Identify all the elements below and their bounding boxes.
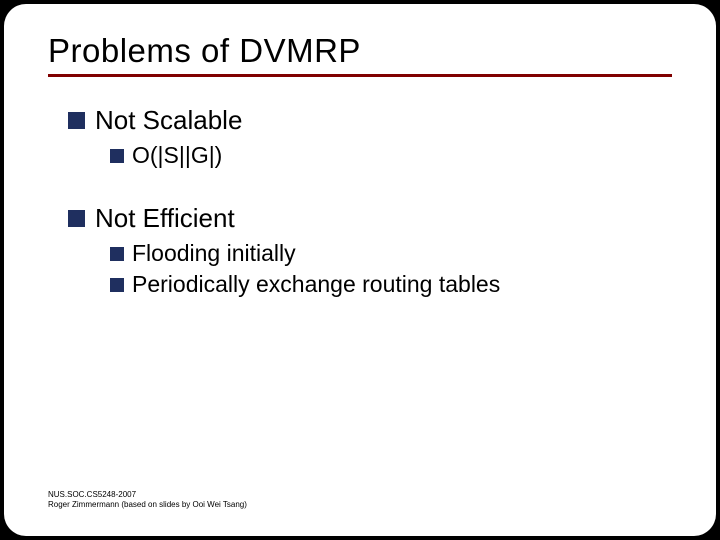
subbullet-flooding: Flooding initially [110,240,672,267]
subbullet-complexity: O(|S||G|) [110,142,672,169]
square-bullet-icon [68,112,85,129]
bullet-not-scalable: Not Scalable [68,105,672,136]
footer: NUS.SOC.CS5248-2007 Roger Zimmermann (ba… [48,490,247,510]
subbullet-row: O(|S||G|) [110,142,672,169]
square-bullet-icon [110,278,124,292]
square-bullet-icon [68,210,85,227]
footer-line-1: NUS.SOC.CS5248-2007 [48,490,247,500]
subbullet-label: O(|S||G|) [132,142,222,169]
subbullet-periodic: Periodically exchange routing tables [110,271,672,298]
subbullet-row: Flooding initially [110,240,672,267]
subbullet-label: Flooding initially [132,240,296,267]
subbullet-label: Periodically exchange routing tables [132,271,500,298]
footer-line-2: Roger Zimmermann (based on slides by Ooi… [48,500,247,510]
subbullet-row: Periodically exchange routing tables [110,271,672,298]
bullet-not-efficient: Not Efficient [68,203,672,234]
slide: Problems of DVMRP Not Scalable O(|S||G|)… [4,4,716,536]
title-rule [48,74,672,77]
bullet-label: Not Efficient [95,203,235,234]
bullet-row: Not Scalable [68,105,672,136]
spacer [48,173,672,203]
square-bullet-icon [110,149,124,163]
square-bullet-icon [110,247,124,261]
bullet-label: Not Scalable [95,105,242,136]
bullet-row: Not Efficient [68,203,672,234]
slide-title: Problems of DVMRP [48,32,672,70]
